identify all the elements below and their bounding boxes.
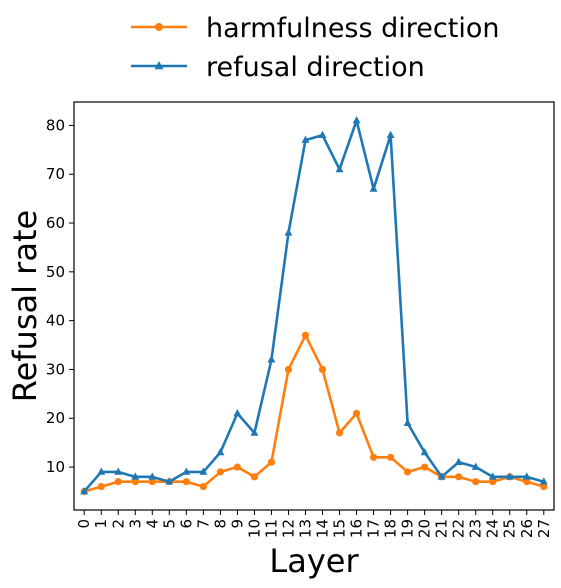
data-point [404,419,412,426]
x-axis-label: Layer [269,542,359,580]
y-tick-label: 20 [46,409,65,427]
x-tick-label: 8 [211,519,229,529]
y-tick-label: 80 [46,116,65,134]
legend: harmfulness direction refusal direction [131,13,499,83]
y-axis-label: Refusal rate [6,210,44,402]
y-tick-label: 60 [46,214,65,232]
series-line [84,121,544,492]
x-tick-label: 4 [143,519,161,529]
data-point [319,366,326,373]
y-tick-label: 30 [46,360,65,378]
legend-item: refusal direction [131,52,425,83]
x-tick-label: 0 [75,519,93,529]
data-point [302,332,309,339]
y-axis: 10 20 30 40 50 60 70 80 [46,116,74,476]
data-point [251,473,258,480]
data-point [404,468,411,475]
data-point [285,366,292,373]
x-tick-label: 22 [450,519,468,538]
x-tick-label: 17 [365,519,383,538]
data-point [285,228,293,235]
x-tick-label: 9 [228,519,246,529]
data-point [455,458,463,465]
data-point [370,184,378,191]
x-tick-label: 5 [160,519,178,529]
series-layer [80,116,547,495]
y-tick-label: 50 [46,263,65,281]
x-tick-label: 12 [279,519,297,538]
x-tick-label: 2 [109,519,127,529]
x-tick-label: 1 [92,519,110,529]
data-point [268,459,275,466]
y-tick-label: 10 [46,458,65,476]
x-tick-label: 18 [382,519,400,538]
x-tick-label: 21 [433,519,451,538]
data-point [336,429,343,436]
data-point [267,355,275,362]
x-tick-label: 23 [467,519,485,538]
data-point [472,478,479,485]
series-refusal-direction [80,116,547,494]
data-point [98,483,105,490]
x-tick-label: 11 [262,519,280,538]
data-point [370,454,377,461]
data-point [353,116,361,123]
x-tick-label: 10 [245,519,263,538]
data-point [455,473,462,480]
data-point [200,483,207,490]
x-tick-label: 20 [416,519,434,538]
data-point [233,409,241,416]
x-tick-label: 3 [126,519,144,529]
x-tick-label: 13 [296,519,314,538]
x-tick-label: 15 [331,519,349,538]
data-point [234,463,241,470]
data-point [115,478,122,485]
plot-area [74,102,554,510]
y-tick-label: 70 [46,165,65,183]
series-harmfulness-direction [81,332,548,495]
legend-marker [155,23,163,31]
data-point [421,463,428,470]
legend-item: harmfulness direction [131,13,499,44]
x-tick-label: 16 [348,519,366,538]
x-axis: 0 1 2 3 4 5 6 7 8 9 10 11 12 13 14 15 16 17 18 19 20 21 22 23 24… [75,510,553,538]
x-tick-label: 19 [399,519,417,538]
legend-label: harmfulness direction [206,13,499,44]
data-point [387,454,394,461]
x-tick-label: 7 [194,519,212,529]
x-tick-label: 14 [314,519,332,538]
x-tick-label: 24 [484,519,502,538]
data-point [353,410,360,417]
x-tick-label: 27 [535,519,553,538]
x-tick-label: 26 [518,519,536,538]
data-point [217,468,224,475]
x-tick-label: 6 [177,519,195,529]
legend-label: refusal direction [206,52,425,83]
data-point [319,131,327,138]
x-tick-label: 25 [501,519,519,538]
y-tick-label: 40 [46,312,65,330]
data-point [387,131,395,138]
data-point [183,478,190,485]
